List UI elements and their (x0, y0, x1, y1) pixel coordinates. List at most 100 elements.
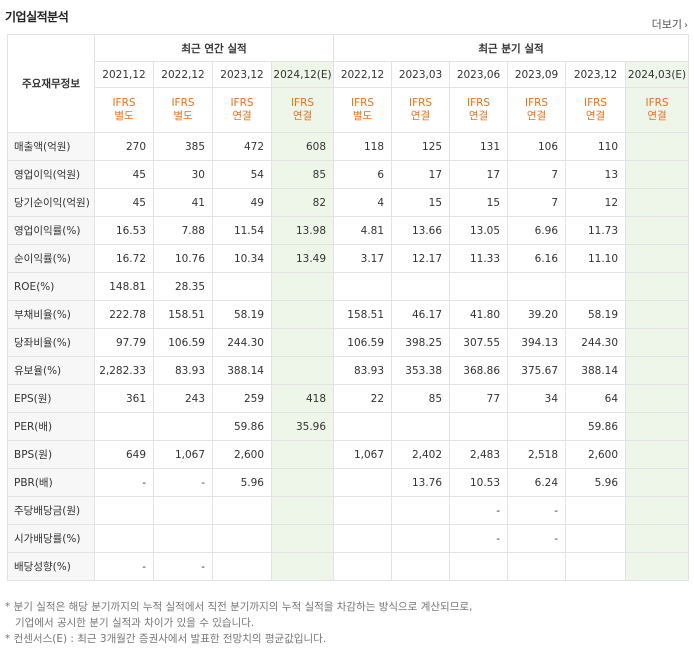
table-cell (507, 272, 567, 301)
row-label: 순이익률(%) (7, 244, 95, 273)
table-cell: 10.76 (153, 244, 213, 273)
row-label: 영업이익(억원) (7, 160, 95, 189)
table-cell (333, 412, 393, 441)
table-cell: - (507, 496, 567, 525)
table-cell (625, 468, 690, 497)
table-cell: 59.86 (212, 412, 272, 441)
table-cell (625, 496, 690, 525)
table-cell: 11.54 (212, 216, 272, 245)
table-cell: 10.53 (449, 468, 509, 497)
table-cell: 270 (94, 132, 154, 161)
table-cell (94, 496, 154, 525)
table-cell: 394.13 (507, 328, 567, 357)
accounting-type-header: IFRS 연결 (449, 87, 509, 133)
table-cell: 106.59 (333, 328, 393, 357)
row-label: 주당배당금(원) (7, 496, 95, 525)
table-cell: 388.14 (212, 356, 272, 385)
table-cell: 64 (565, 384, 627, 413)
ifrs-label: IFRS (466, 97, 491, 109)
table-cell (153, 412, 213, 441)
table-cell: 307.55 (449, 328, 509, 357)
table-cell: - (94, 552, 154, 581)
table-row: 주당배당금(원) - - (7, 496, 690, 525)
table-cell (333, 496, 393, 525)
ifrs-label: IFRS (171, 97, 195, 109)
more-link-label: 더보기 (651, 18, 682, 31)
table-cell: 45 (94, 188, 154, 217)
accounting-type-header: IFRS 별도 (153, 87, 213, 133)
annual-group-header: 최근 연간 실적 (93, 34, 335, 62)
table-cell (565, 272, 627, 301)
table-cell: 2,600 (212, 440, 272, 469)
table-cell: 106.59 (153, 328, 213, 357)
table-cell (270, 440, 335, 469)
table-cell (625, 552, 690, 581)
row-label: 부채비율(%) (7, 300, 95, 329)
table-cell: 2,282.33 (94, 356, 154, 385)
table-cell (625, 440, 690, 469)
table-cell (333, 552, 393, 581)
accounting-type-header: IFRS 별도 (333, 87, 393, 133)
table-cell: 244.30 (565, 328, 627, 357)
table-cell (333, 524, 393, 553)
table-cell: 54 (212, 160, 272, 189)
period-header: 2021,12 (94, 61, 154, 88)
table-row: 시가배당률(%) - - (7, 524, 690, 553)
section-title: 기업실적분석 (5, 10, 69, 24)
financial-table: 주요재무정보 최근 연간 실적 최근 분기 실적 2021,12 2022,12 2… (7, 34, 690, 581)
table-cell: 58.19 (565, 300, 627, 329)
consolidation-label: 별도 (173, 110, 193, 122)
table-cell: 4.81 (333, 216, 393, 245)
table-cell: - (507, 524, 567, 553)
table-cell (270, 272, 335, 301)
table-cell: 58.19 (212, 300, 272, 329)
table-cell: 11.10 (565, 244, 627, 273)
table-cell: 125 (391, 132, 451, 161)
table-cell: 13 (565, 160, 627, 189)
consolidation-label: 연결 (647, 110, 667, 122)
consolidation-label: 연결 (468, 110, 489, 122)
table-cell (449, 272, 509, 301)
table-cell (625, 272, 690, 301)
table-cell (625, 384, 690, 413)
row-label: EPS(원) (7, 384, 95, 413)
more-link[interactable]: 더보기 › (652, 16, 688, 32)
table-cell: 83.93 (333, 356, 393, 385)
table-cell: 59.86 (565, 412, 627, 441)
table-cell: 46.17 (391, 300, 451, 329)
table-cell: 158.51 (153, 300, 213, 329)
table-cell: 13.98 (270, 216, 335, 245)
table-cell (212, 272, 272, 301)
footnotes: * 분기 실적은 해당 분기까지의 누적 실적에서 직전 분기까지의 누적 실적… (5, 599, 472, 647)
table-row: PER(배) 59.86 35.96 59.86 (7, 412, 690, 441)
table-cell: 2,402 (391, 440, 451, 469)
table-cell: 353.38 (391, 356, 451, 385)
row-label: 당좌비율(%) (7, 328, 95, 357)
table-cell (507, 412, 567, 441)
table-cell: 34 (507, 384, 567, 413)
row-label: 시가배당률(%) (7, 524, 95, 553)
table-cell: 6 (333, 160, 393, 189)
table-cell (565, 524, 627, 553)
table-cell: 5.96 (212, 468, 272, 497)
period-header: 2024,12(E) (270, 61, 335, 88)
table-cell: 7.88 (153, 216, 213, 245)
table-cell: - (153, 468, 213, 497)
table-cell (507, 552, 567, 581)
table-cell: 49 (212, 188, 272, 217)
table-cell: 243 (153, 384, 213, 413)
table-cell: 12.17 (391, 244, 451, 273)
table-cell (391, 412, 451, 441)
row-label: 매출액(억원) (7, 132, 95, 161)
table-cell: 106 (507, 132, 567, 161)
table-row: 당좌비율(%) 97.79 106.59 244.30 106.59 398.25 307.… (7, 328, 690, 357)
accounting-type-header: IFRS 연결 (507, 87, 567, 133)
table-row: 유보율(%) 2,282.33 83.93 388.14 83.93 353.38 368.… (7, 356, 690, 385)
ifrs-label: IFRS (230, 97, 254, 109)
table-cell: 6.96 (507, 216, 567, 245)
table-cell: 85 (270, 160, 335, 189)
table-cell: 41 (153, 188, 213, 217)
ifrs-label: IFRS (583, 97, 608, 109)
ifrs-label: IFRS (350, 97, 375, 109)
accounting-type-header: IFRS 연결 (625, 87, 690, 133)
